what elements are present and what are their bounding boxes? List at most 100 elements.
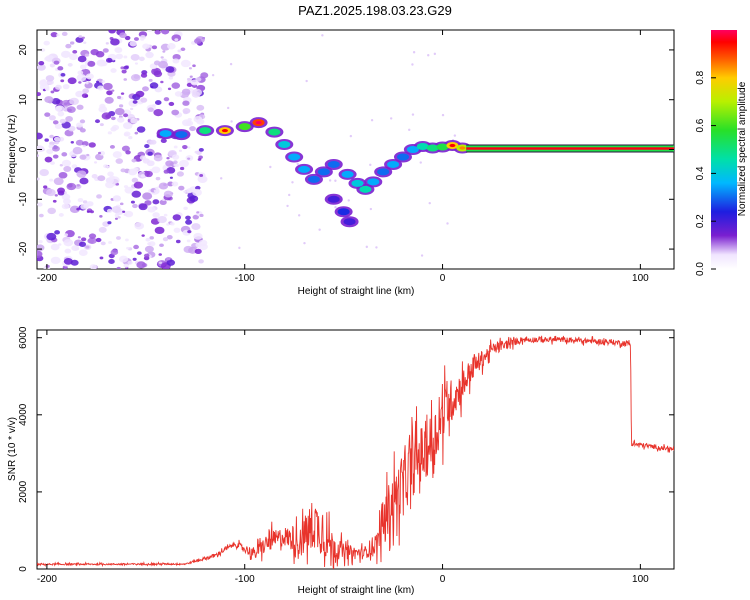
noise-blob [86, 153, 90, 157]
noise-blob [140, 73, 148, 78]
noise-blob [185, 219, 193, 225]
noise-blob [182, 107, 191, 114]
noise-blob [37, 64, 46, 71]
noise-blob [136, 126, 146, 133]
noise-dot [375, 246, 378, 249]
noise-blob [59, 118, 66, 124]
noise-blob [46, 148, 54, 155]
spectrogram-xlabel: Height of straight line (km) [298, 286, 415, 297]
noise-blob [99, 215, 103, 218]
ridge-point [396, 153, 409, 161]
noise-blob [51, 98, 61, 105]
noise-blob [72, 146, 83, 155]
noise-blob [115, 53, 124, 60]
noise-blob [108, 30, 116, 34]
noise-blob [63, 257, 73, 265]
noise-dot [230, 120, 233, 123]
noise-blob [85, 245, 90, 249]
noise-blob [175, 239, 181, 244]
noise-blob [166, 259, 176, 266]
noise-blob [120, 66, 125, 70]
noise-blob [133, 37, 139, 41]
noise-blob [172, 154, 180, 160]
ridge-point [406, 146, 419, 153]
ridge-core [221, 128, 228, 133]
noise-blob [158, 261, 163, 264]
ridge-point [307, 175, 320, 183]
noise-blob [153, 189, 158, 193]
noise-blob [166, 257, 171, 261]
colorbar-tick-label: 0.0 [695, 262, 706, 276]
ridge-point [367, 178, 380, 186]
colorbar-label: Normalized spectral amplitude [737, 81, 748, 216]
noise-blob [119, 32, 127, 39]
noise-blob [160, 30, 170, 35]
noise-blob [196, 118, 205, 125]
noise-blob [141, 234, 145, 237]
noise-blob [99, 256, 104, 260]
ridge-core [459, 146, 466, 150]
noise-blob [132, 203, 138, 209]
ridge-point [159, 130, 172, 138]
ridge-point [268, 128, 281, 136]
noise-blob [66, 106, 76, 113]
noise-dot [412, 51, 416, 54]
noise-blob [147, 242, 152, 246]
ridge-point [416, 143, 429, 151]
noise-blob [192, 214, 199, 220]
noise-blob [37, 202, 43, 207]
noise-blob [106, 165, 110, 169]
noise-blob [183, 206, 188, 211]
noise-blob [78, 35, 83, 39]
noise-blob [99, 123, 104, 127]
noise-blob [163, 169, 169, 174]
noise-blob [95, 237, 102, 243]
noise-blob [69, 205, 80, 214]
noise-blob [96, 194, 102, 199]
noise-blob [87, 60, 96, 67]
x-tick-label: 0 [440, 574, 446, 585]
noise-blob [79, 119, 86, 124]
noise-dot [408, 128, 411, 132]
noise-blob [130, 53, 140, 61]
noise-dot [369, 207, 373, 211]
noise-blob [45, 188, 56, 197]
noise-blob [198, 147, 204, 152]
ridge-point [278, 141, 291, 149]
noise-blob [147, 151, 153, 156]
noise-dot [420, 254, 424, 257]
noise-blob [185, 215, 191, 220]
ridge-point [199, 127, 212, 135]
noise-dot [296, 162, 299, 166]
noise-blob [53, 177, 64, 186]
ridge-point [175, 131, 188, 139]
noise-blob [93, 161, 98, 164]
noise-dot [370, 119, 374, 122]
noise-blob [124, 210, 134, 218]
noise-blob [123, 213, 128, 217]
noise-blob [165, 160, 174, 167]
noise-blob [79, 177, 89, 185]
noise-blob [159, 243, 164, 248]
noise-blob [61, 99, 71, 107]
noise-blob [50, 90, 55, 94]
noise-blob [159, 199, 167, 205]
noise-blob [38, 240, 43, 244]
noise-blob [107, 171, 114, 177]
noise-blob [174, 38, 179, 42]
noise-blob [108, 259, 115, 264]
noise-dot [334, 179, 337, 182]
noise-blob [162, 50, 166, 53]
noise-blob [110, 38, 120, 46]
noise-blob [181, 119, 191, 127]
noise-blob [149, 82, 159, 89]
noise-blob [100, 61, 108, 67]
colorbar-tick-label: 0.8 [695, 70, 706, 84]
noise-blob [173, 163, 178, 167]
noise-blob [110, 249, 119, 256]
noise-dot [321, 34, 324, 37]
noise-blob [187, 157, 191, 160]
noise-blob [94, 119, 101, 124]
noise-blob [123, 122, 133, 130]
noise-blob [127, 114, 135, 120]
